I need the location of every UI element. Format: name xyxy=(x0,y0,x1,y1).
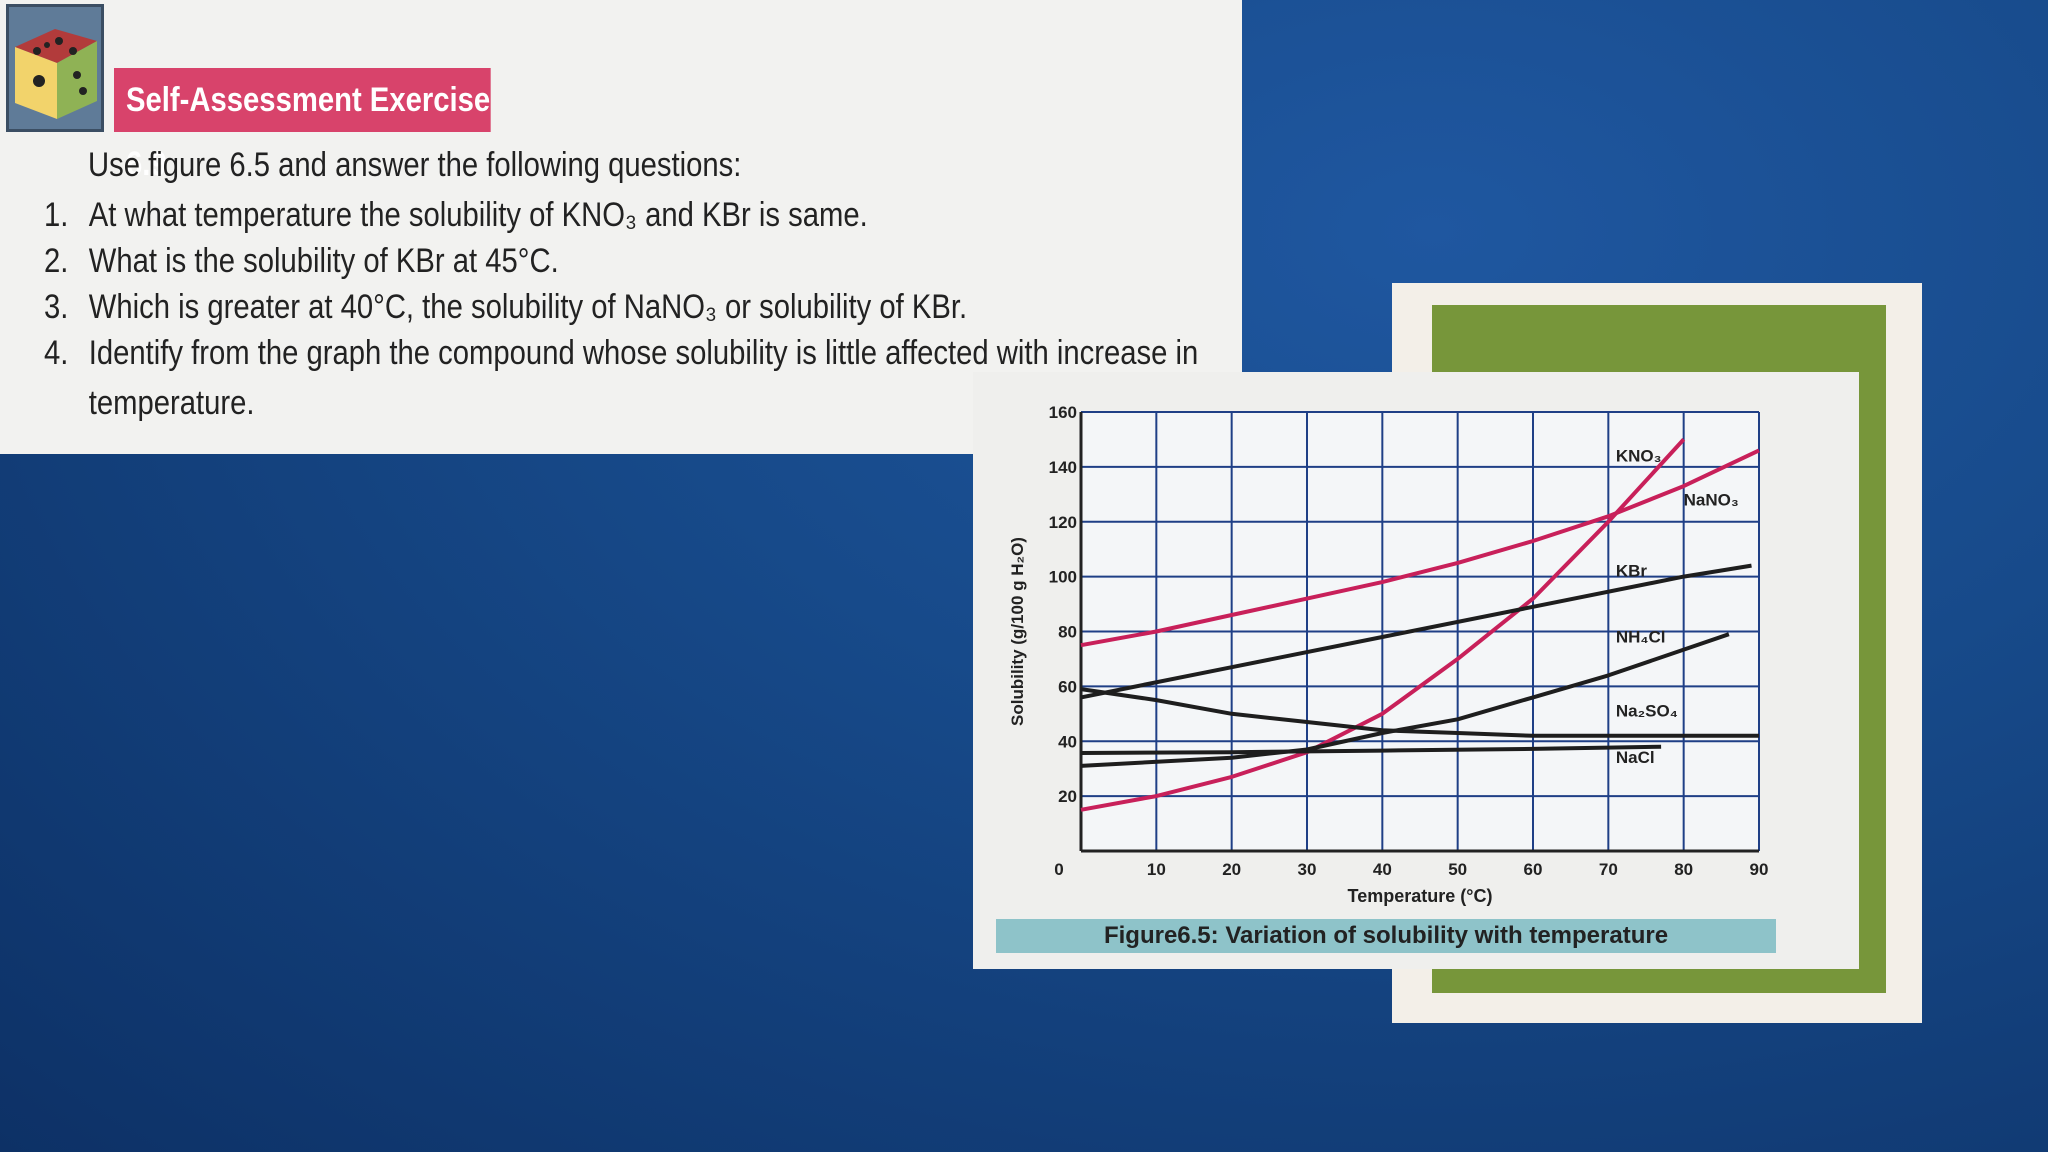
question-3: 3. Which is greater at 40°C, the solubili… xyxy=(44,288,967,327)
series-label: NaCl xyxy=(1616,748,1655,767)
question-text: Which is greater at 40°C, the solubility… xyxy=(88,288,968,326)
x-tick-label: 20 xyxy=(1222,860,1241,879)
series-line xyxy=(1080,632,1730,768)
question-4-continued: temperature. xyxy=(44,384,255,423)
series-line xyxy=(1080,744,1662,755)
question-text: What is the solubility of KBr at 45°C. xyxy=(88,242,559,280)
question-number: 1. xyxy=(44,196,69,234)
dice-icon xyxy=(6,4,104,132)
y-tick-label: 60 xyxy=(1058,677,1077,696)
series-line xyxy=(1080,687,1759,738)
series-line xyxy=(1080,563,1752,700)
question-2: 2. What is the solubility of KBr at 45°C. xyxy=(44,242,559,281)
x-tick-label: 80 xyxy=(1674,860,1693,879)
x-tick-label: 50 xyxy=(1448,860,1467,879)
exercise-panel: Self-Assessment Exercise 6.9 Use figure … xyxy=(0,0,1242,454)
x-tick-label: 90 xyxy=(1750,860,1769,879)
x-tick-label: 30 xyxy=(1298,860,1317,879)
question-number: 4. xyxy=(44,334,69,372)
y-axis-label: Solubility (g/100 g H₂O) xyxy=(1008,537,1027,726)
x-axis-label: Temperature (°C) xyxy=(1348,886,1493,906)
series-label: NH₄Cl xyxy=(1616,627,1666,646)
y-tick-label: 20 xyxy=(1058,787,1077,806)
series-label: KBr xyxy=(1616,562,1648,581)
question-number: 2. xyxy=(44,242,69,280)
series-label: Na₂SO₄ xyxy=(1616,702,1678,721)
y-tick-label: 160 xyxy=(1049,403,1077,422)
x-tick-label: 70 xyxy=(1599,860,1618,879)
series-line xyxy=(1080,448,1760,648)
y-tick-label: 40 xyxy=(1058,732,1077,751)
y-tick-label: 80 xyxy=(1058,623,1077,642)
exercise-intro: Use figure 6.5 and answer the following … xyxy=(88,146,742,184)
figure-caption: Figure6.5: Variation of solubility with … xyxy=(996,919,1776,953)
x-tick-label: 0 xyxy=(1054,860,1063,879)
question-1: 1. At what temperature the solubility of … xyxy=(44,196,868,235)
question-number: 3. xyxy=(44,288,69,326)
x-tick-label: 60 xyxy=(1524,860,1543,879)
exercise-title: Self-Assessment Exercise 6.9 xyxy=(114,68,491,183)
y-tick-label: 140 xyxy=(1049,458,1077,477)
question-text: Identify from the graph the compound who… xyxy=(88,334,1199,372)
series-line xyxy=(1080,438,1686,812)
question-text: At what temperature the solubility of KN… xyxy=(88,196,868,234)
x-tick-label: 10 xyxy=(1147,860,1166,879)
solubility-chart: 0 10 20 30 40 50 60 70 80 90 20 40 60 80 100 120 140 160 T… xyxy=(1008,403,1769,906)
x-tick-label: 40 xyxy=(1373,860,1392,879)
series-label: KNO₃ xyxy=(1616,446,1662,465)
chart-card: 0 10 20 30 40 50 60 70 80 90 20 40 60 80 100 120 140 160 T… xyxy=(973,372,1859,969)
y-tick-label: 120 xyxy=(1049,513,1077,532)
question-4: 4. Identify from the graph the compound w… xyxy=(44,334,1198,373)
question-text: temperature. xyxy=(88,384,255,422)
y-tick-label: 100 xyxy=(1049,568,1077,587)
series-label: NaNO₃ xyxy=(1684,490,1739,509)
